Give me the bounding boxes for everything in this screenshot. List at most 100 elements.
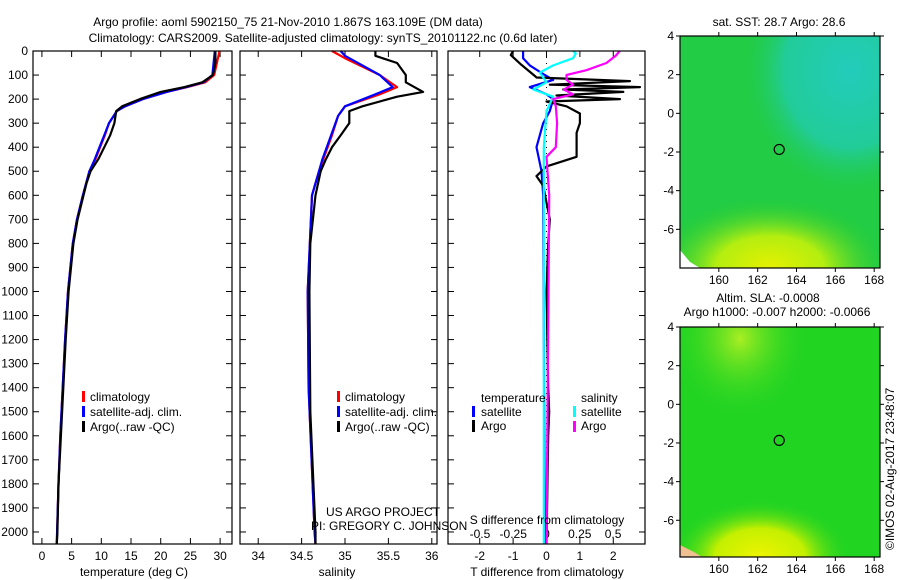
series-line-t-argo bbox=[509, 50, 642, 545]
x-tick-label: 35.5 bbox=[377, 549, 401, 563]
lat-tick-label: -4 bbox=[663, 475, 674, 489]
lon-tick-label: 166 bbox=[825, 273, 845, 287]
lat-tick-label: -4 bbox=[663, 184, 674, 198]
map-frame bbox=[679, 326, 881, 558]
series-line-satellite-adj-clim- bbox=[55, 50, 216, 545]
lon-tick-label: 166 bbox=[825, 562, 845, 576]
map-frame bbox=[679, 35, 881, 269]
lat-tick-label: 4 bbox=[667, 320, 674, 334]
y-tick-label: 900 bbox=[8, 260, 28, 274]
plot-frame bbox=[32, 50, 233, 545]
y-tick-label: 1800 bbox=[1, 477, 28, 491]
series-line-argo-raw-qc- bbox=[308, 51, 425, 544]
lat-tick-label: -6 bbox=[663, 513, 674, 527]
x-tick-label: 0 bbox=[543, 549, 550, 563]
y-tick-label: 1400 bbox=[1, 381, 28, 395]
y-tick-label: 600 bbox=[8, 188, 28, 202]
title-line-1: Argo profile: aoml 5902150_75 21-Nov-201… bbox=[93, 15, 483, 29]
series-line-argo-raw-qc- bbox=[55, 51, 217, 545]
profile-location-marker bbox=[773, 434, 785, 446]
x-tick-label: 35 bbox=[338, 549, 352, 563]
x-tick-label: 2 bbox=[610, 549, 617, 563]
x2-tick-label: 0.5 bbox=[605, 527, 622, 541]
legend-climatology: climatology bbox=[345, 390, 405, 404]
x-tick-label: 20 bbox=[154, 549, 168, 563]
legend-argo: Argo(..raw -QC) bbox=[90, 420, 175, 434]
lon-tick-label: 162 bbox=[748, 273, 768, 287]
legend-climatology: climatology bbox=[90, 390, 150, 404]
y-tick-label: 800 bbox=[8, 236, 28, 250]
sla-map-title: Altim. SLA: -0.0008 bbox=[716, 291, 820, 305]
lon-tick-label: 160 bbox=[709, 273, 729, 287]
lat-tick-label: 2 bbox=[667, 359, 674, 373]
x-tick-label: 15 bbox=[124, 549, 138, 563]
credit-pi: PI: GREGORY C. JOHNSON bbox=[311, 519, 467, 533]
y-tick-label: 100 bbox=[8, 68, 28, 82]
x2-tick-label: -0.5 bbox=[470, 527, 491, 541]
y-tick-label: 700 bbox=[8, 212, 28, 226]
lon-tick-label: 164 bbox=[786, 562, 806, 576]
legend-argo: Argo(..raw -QC) bbox=[345, 420, 430, 434]
legend-temperature-title: temperature bbox=[481, 391, 546, 405]
lat-tick-label: 2 bbox=[667, 68, 674, 82]
x2-tick-label: -0.25 bbox=[500, 527, 528, 541]
legend-satellite: satellite-adj. clim. bbox=[345, 405, 437, 419]
x2-axis-label-s-diff: S difference from climatology bbox=[470, 513, 625, 527]
y-tick-label: 500 bbox=[8, 164, 28, 178]
x-axis-label-t-diff: T difference from climatology bbox=[470, 565, 624, 579]
series-line-climatology bbox=[55, 50, 221, 545]
x-tick-label: 34 bbox=[252, 549, 266, 563]
legend-t-argo: Argo bbox=[481, 419, 507, 433]
lon-tick-label: 168 bbox=[864, 273, 884, 287]
x-axis-label-temperature: temperature (deg C) bbox=[80, 565, 188, 579]
series-line-satellite-adj-clim- bbox=[306, 50, 394, 545]
lat-tick-label: -6 bbox=[663, 222, 674, 236]
sla-map-field bbox=[680, 327, 880, 557]
plot-frame bbox=[239, 50, 438, 545]
lat-tick-label: -2 bbox=[663, 145, 674, 159]
x-tick-label: -1 bbox=[508, 549, 519, 563]
series-line-s-argo bbox=[545, 50, 621, 545]
y-tick-label: 1600 bbox=[1, 429, 28, 443]
y-tick-label: 2000 bbox=[1, 525, 28, 539]
profile-location-marker bbox=[773, 143, 785, 156]
y-tick-label: 1700 bbox=[1, 453, 28, 467]
lon-tick-label: 168 bbox=[864, 562, 884, 576]
lon-tick-label: 160 bbox=[709, 562, 729, 576]
salinity-legend: climatology satellite-adj. clim. Argo(..… bbox=[337, 390, 437, 434]
legend-s-satellite: satellite bbox=[581, 405, 622, 419]
legend-satellite: satellite-adj. clim. bbox=[90, 405, 182, 419]
x-tick-label: 30 bbox=[213, 549, 227, 563]
sla-map-subtitle: Argo h1000: -0.007 h2000: -0.0066 bbox=[684, 305, 871, 319]
plot-frame bbox=[447, 50, 646, 545]
y-tick-label: 300 bbox=[8, 116, 28, 130]
y-tick-label: 1100 bbox=[2, 309, 28, 323]
y-tick-label: 0 bbox=[21, 44, 28, 58]
x-tick-label: 34.5 bbox=[290, 549, 314, 563]
series-line-climatology bbox=[306, 50, 399, 545]
lat-tick-label: -2 bbox=[663, 436, 674, 450]
title-line-2: Climatology: CARS2009. Satellite-adjuste… bbox=[89, 31, 558, 45]
x-tick-label: 10 bbox=[95, 549, 109, 563]
series-line-s-satellite bbox=[532, 50, 577, 544]
x-axis-label-salinity: salinity bbox=[319, 565, 356, 579]
x-tick-label: 1 bbox=[577, 549, 584, 563]
legend-t-satellite: satellite bbox=[481, 405, 522, 419]
timestamp: ©IMOS 02-Aug-2017 23:48:07 bbox=[883, 387, 897, 550]
lon-tick-label: 164 bbox=[786, 273, 806, 287]
credit-project: US ARGO PROJECT bbox=[326, 505, 441, 519]
x-tick-label: 0 bbox=[39, 549, 46, 563]
x-tick-label: -2 bbox=[474, 549, 485, 563]
x2-tick-label: 0.25 bbox=[568, 527, 592, 541]
x-tick-label: 36 bbox=[425, 549, 439, 563]
temperature-legend: climatology satellite-adj. clim. Argo(..… bbox=[82, 390, 182, 434]
y-tick-label: 1200 bbox=[1, 333, 28, 347]
x-tick-label: 25 bbox=[184, 549, 198, 563]
y-tick-label: 200 bbox=[8, 92, 28, 106]
y-tick-label: 1300 bbox=[1, 357, 28, 371]
y-tick-label: 400 bbox=[8, 140, 28, 154]
lon-tick-label: 162 bbox=[748, 562, 768, 576]
lat-tick-label: 0 bbox=[667, 397, 674, 411]
lat-tick-label: 4 bbox=[667, 29, 674, 43]
